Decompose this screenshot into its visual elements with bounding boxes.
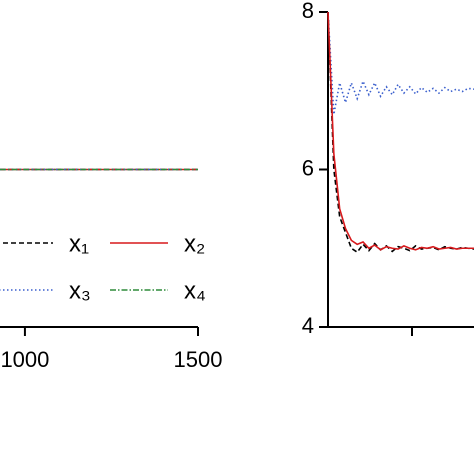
series-line [327, 11, 474, 251]
series-line [327, 11, 474, 254]
x-tick-label: 1000 [0, 347, 49, 372]
legend-label: x₄ [184, 277, 206, 304]
y-tick-label: 8 [302, 0, 314, 23]
x-tick-label: 1500 [174, 347, 223, 372]
legend-label: x₁ [69, 230, 89, 257]
series-line [327, 11, 474, 115]
legend-label: x₃ [69, 277, 91, 304]
y-tick-label: 6 [302, 155, 314, 180]
legend-label: x₂ [184, 230, 205, 257]
y-tick-label: 4 [302, 313, 314, 338]
